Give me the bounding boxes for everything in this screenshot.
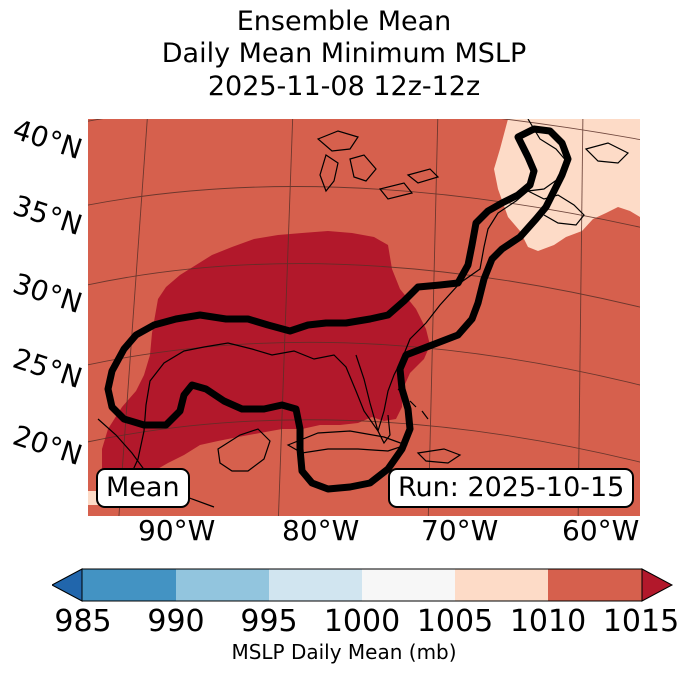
lat-label-20: 20°N [8, 418, 87, 473]
colorbar-extend-high [641, 568, 674, 602]
lon-label-80w: 80°W [282, 514, 360, 547]
pressure-field-1010 [102, 231, 430, 489]
lon-label-60w: 60°W [562, 514, 640, 547]
colorbar-bin-990 [176, 569, 269, 601]
pressure-field-1020 [494, 119, 640, 251]
lon-label-90w: 90°W [138, 514, 216, 547]
chart-title-line2: Daily Mean Minimum MSLP [161, 38, 527, 69]
colorbar-label: MSLP Daily Mean (mb) [231, 640, 457, 664]
colorbar-tick: 995 [240, 604, 298, 639]
lat-label-35: 35°N [8, 188, 87, 243]
colorbar-bin-985 [82, 569, 176, 601]
colorbar-tick: 1015 [602, 604, 680, 639]
colorbar-extend-low [52, 568, 83, 602]
contour-line [104, 125, 572, 493]
colorbar-tick: 990 [147, 604, 205, 639]
lat-label-40: 40°N [8, 112, 87, 167]
colorbar-tick: 1010 [509, 604, 587, 639]
colorbar-bin-1000 [362, 569, 455, 601]
colorbar-bin-995 [269, 569, 362, 601]
colorbar-tick: 1005 [416, 604, 494, 639]
chart-title-line3: 2025-11-08 12z-12z [207, 71, 481, 102]
colorbar-bin-1005 [455, 569, 548, 601]
colorbar-bin-1010 [548, 569, 642, 601]
colorbar-tick: 1000 [323, 604, 401, 639]
graticule [88, 119, 640, 516]
mean-label-box: Mean [96, 468, 190, 508]
lon-label-70w: 70°W [421, 514, 499, 547]
map-panel [88, 119, 640, 516]
chart-title-line1: Ensemble Mean [236, 6, 452, 37]
map-canvas [88, 119, 640, 516]
lat-label-25: 25°N [8, 341, 87, 396]
colorbar-tick: 985 [54, 604, 112, 639]
lat-label-30: 30°N [8, 266, 87, 321]
run-date-box: Run: 2025-10-15 [388, 468, 635, 508]
colorbar [52, 568, 674, 602]
